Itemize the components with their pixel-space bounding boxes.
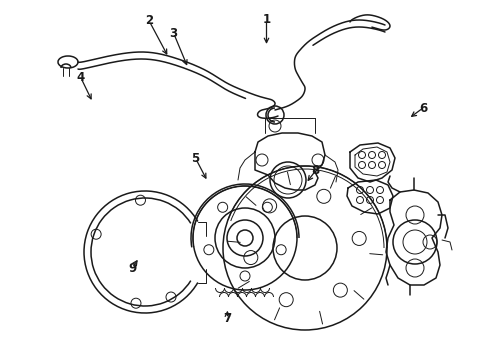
Text: 2: 2 <box>145 14 153 27</box>
Text: 1: 1 <box>262 13 270 26</box>
Text: 7: 7 <box>223 312 231 325</box>
Text: 4: 4 <box>77 71 84 84</box>
Text: 5: 5 <box>191 152 199 165</box>
Text: 9: 9 <box>128 262 136 275</box>
Text: 6: 6 <box>418 102 426 114</box>
Text: 3: 3 <box>169 27 177 40</box>
Text: 8: 8 <box>311 165 319 177</box>
